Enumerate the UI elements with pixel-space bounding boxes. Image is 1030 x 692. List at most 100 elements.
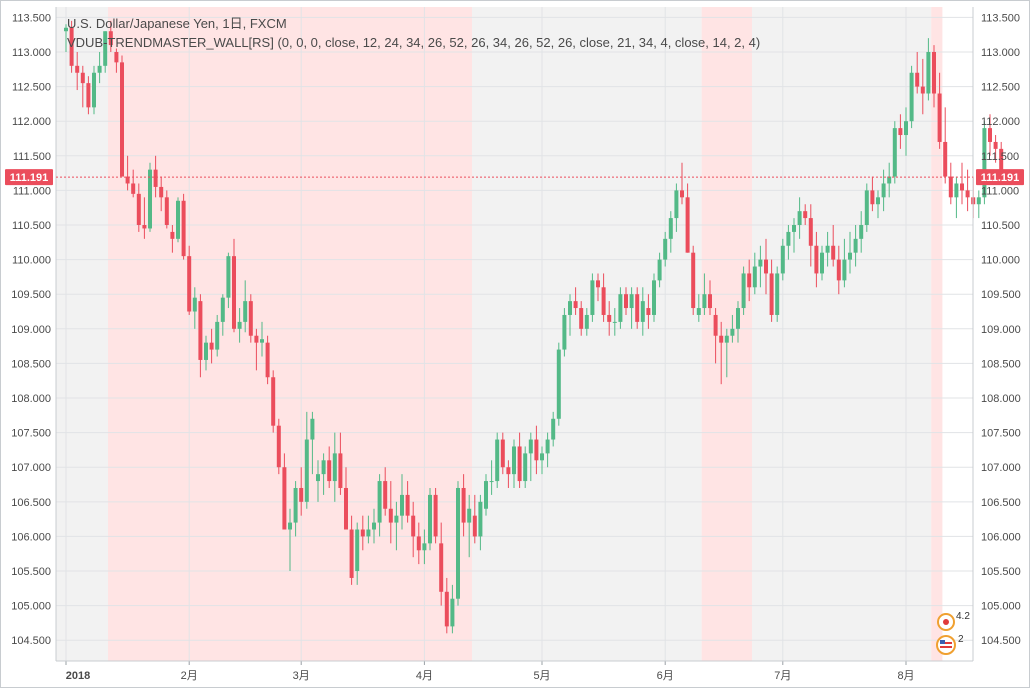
y-tick-label-right: 112.000 [981,116,1020,128]
candle-up [176,200,180,239]
candle-up [288,522,292,530]
x-tick-label: 5月 [533,670,550,682]
candle-up [523,453,528,482]
candle-up [467,508,472,523]
candle-down [159,186,164,198]
candle-down [114,51,119,63]
y-tick-label-left: 105.000 [11,601,51,613]
candle-down [209,342,214,350]
candle-down [691,252,696,309]
candle-up [377,481,382,523]
chart-legend: U.S. Dollar/Japanese Yen, 1日, FXCM VDUB-… [67,14,760,52]
candle-up [310,418,315,440]
candle-up [321,460,326,475]
candle-down [80,72,85,84]
candle-down [271,377,276,426]
y-tick-label-left: 106.000 [11,531,51,543]
candle-up [853,238,858,253]
x-tick-label: 7月 [774,670,791,682]
candle-down [607,314,612,322]
candle-down [444,591,449,627]
candle-down [915,72,920,87]
y-tick-label-right: 107.500 [981,428,1021,440]
y-tick-label-left: 108.000 [11,393,51,405]
us-flag-icon[interactable] [936,635,956,655]
candle-down [764,259,768,274]
candle-up [422,543,427,551]
candle-down [439,543,444,592]
candle-up [758,259,763,267]
candle-down [993,141,998,149]
candle-up [590,280,595,315]
candle-down [120,62,124,177]
y-tick-label-right: 104.500 [981,635,1021,647]
current-price-label-right [976,169,1024,186]
candle-up [304,439,309,502]
candle-down [769,273,774,315]
candle-down [299,487,304,502]
candle-up [848,252,852,260]
y-tick-label-right: 113.500 [981,12,1020,24]
candle-down [164,197,169,225]
candle-up [584,314,589,329]
candle-up [64,27,68,32]
candle-up [612,321,617,323]
candle-up [495,439,500,482]
y-tick-label-left: 106.500 [11,497,51,509]
candle-up [489,481,494,483]
candle-up [730,328,735,336]
candle-up [663,238,668,260]
candle-up [512,446,516,475]
candle-up [792,225,796,232]
candle-up [797,211,802,225]
candle-down [517,446,522,482]
candle-up [736,308,740,329]
candle-up [657,259,662,281]
current-price-text-right: 111.191 [981,172,1020,184]
jp-flag-icon-sun [943,619,949,625]
candle-down [831,245,836,260]
y-tick-label-left: 110.000 [12,255,51,267]
y-tick-label-right: 106.000 [981,531,1021,543]
candle-up [842,259,847,281]
trend-band-red [931,7,943,661]
candle-down [965,190,970,198]
symbol-title: U.S. Dollar/Japanese Yen, 1日, FXCM [67,16,287,31]
candle-up [450,598,455,627]
candle-up [394,515,399,523]
y-tick-label-left: 105.500 [11,566,51,578]
candle-down [282,467,287,530]
candle-down [808,218,813,246]
y-tick-label-right: 109.500 [981,289,1021,301]
candle-up [976,197,981,205]
candle-down [680,190,684,198]
y-tick-label-right: 113.000 [981,47,1020,59]
candle-up [640,301,645,322]
candle-down [388,508,393,523]
grid-lines [56,7,973,661]
axes: 104.500 104.500 105.000 105.000 105.500 105.5… [11,7,1021,682]
candle-up [820,252,824,274]
candle-down [75,65,80,73]
candle-down [579,308,584,329]
candle-up [103,31,108,66]
candle-up [97,65,102,73]
candle-down [125,176,130,184]
candle-up [428,494,432,544]
candles [64,20,1004,634]
jp-flag-icon[interactable] [937,613,955,631]
candle-up [366,529,371,537]
candle-down [170,231,175,239]
candle-down [265,342,270,378]
candle-up [243,301,248,322]
candle-up [702,294,707,309]
candle-down [836,259,841,281]
candle-up [226,256,231,298]
trend-bands [56,7,943,661]
candle-up [904,121,908,136]
candle-down [86,83,91,108]
x-tick-label: 4月 [416,670,433,682]
candle-down [719,335,724,343]
